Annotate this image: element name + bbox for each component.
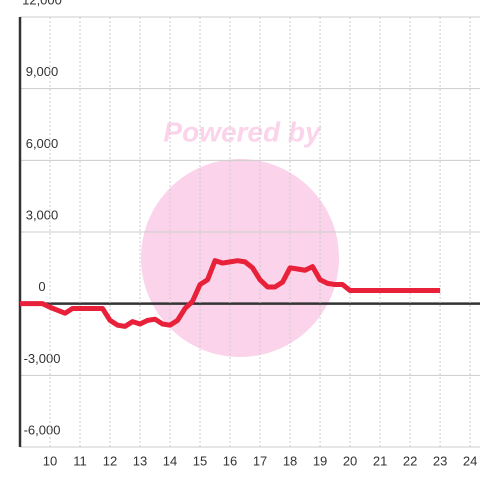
y-tick-label: -6,000 <box>24 422 61 437</box>
x-tick-label: 16 <box>223 453 237 468</box>
x-tick-label: 23 <box>433 453 447 468</box>
x-tick-label: 12 <box>103 453 117 468</box>
y-tick-label: -3,000 <box>24 351 61 366</box>
x-tick-label: 20 <box>343 453 357 468</box>
x-tick-label: 24 <box>463 453 477 468</box>
x-tick-label: 14 <box>163 453 177 468</box>
x-tick-label: 13 <box>133 453 147 468</box>
y-tick-label: 9,000 <box>26 64 59 79</box>
watermark-logo <box>141 159 339 357</box>
y-tick-label: 6,000 <box>26 136 59 151</box>
y-tick-label: 12,000 <box>22 0 62 7</box>
y-tick-label: 0 <box>38 279 45 294</box>
x-tick-label: 19 <box>313 453 327 468</box>
x-tick-label: 10 <box>43 453 57 468</box>
x-tick-label: 15 <box>193 453 207 468</box>
x-tick-label: 17 <box>253 453 267 468</box>
x-tick-label: 21 <box>373 453 387 468</box>
y-tick-label: 3,000 <box>26 207 59 222</box>
data-line <box>20 258 441 329</box>
x-tick-label: 22 <box>403 453 417 468</box>
watermark: Powered by <box>163 116 322 147</box>
x-tick-label: 18 <box>283 453 297 468</box>
x-tick-label: 11 <box>73 453 87 468</box>
